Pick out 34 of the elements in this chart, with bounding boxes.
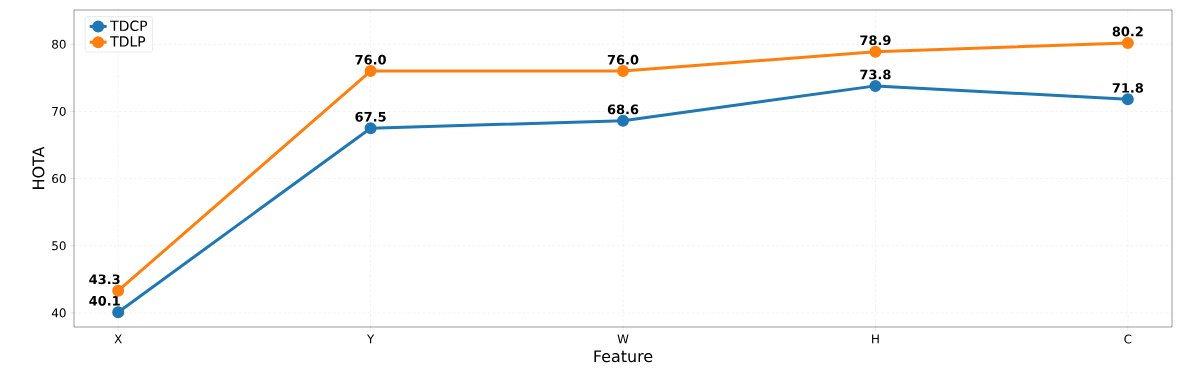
data-label: 68.6: [607, 104, 639, 115]
point: [1121, 93, 1134, 106]
x-axis-title: Feature: [594, 350, 653, 363]
legend-label: TDLP: [110, 36, 146, 47]
x-tick-label: C: [1124, 334, 1132, 344]
y-tick-label: 40: [51, 308, 66, 318]
data-label: 78.9: [860, 35, 891, 46]
point: [869, 79, 882, 92]
point: [364, 122, 377, 135]
data-label: 43.3: [89, 274, 120, 285]
y-tick-label: 70: [52, 106, 66, 116]
y-tick-label: 80: [52, 39, 66, 49]
y-tick-label: 60: [52, 174, 66, 184]
data-label: 80.2: [1112, 26, 1143, 37]
data-label: 71.8: [1112, 83, 1144, 93]
point: [364, 65, 377, 78]
x-tick-label: Y: [366, 334, 375, 344]
x-tick-label: W: [617, 334, 629, 344]
point: [617, 65, 630, 78]
data-label: 73.8: [860, 69, 891, 80]
data-label: 40.1: [89, 295, 120, 306]
point: [112, 284, 125, 297]
y-tick-label: 50: [52, 241, 66, 251]
legend-label: TDCP: [110, 20, 148, 32]
x-tick-label: H: [872, 334, 879, 344]
point: [617, 114, 630, 127]
data-label: 76.0: [355, 54, 386, 65]
x-tick-label: X: [114, 334, 122, 344]
y-axis-title: HOTA: [32, 146, 45, 189]
data-label: 67.5: [355, 111, 386, 122]
data-label: 76.0: [607, 54, 639, 65]
point: [1121, 36, 1134, 49]
point: [112, 306, 125, 319]
point: [869, 45, 882, 58]
